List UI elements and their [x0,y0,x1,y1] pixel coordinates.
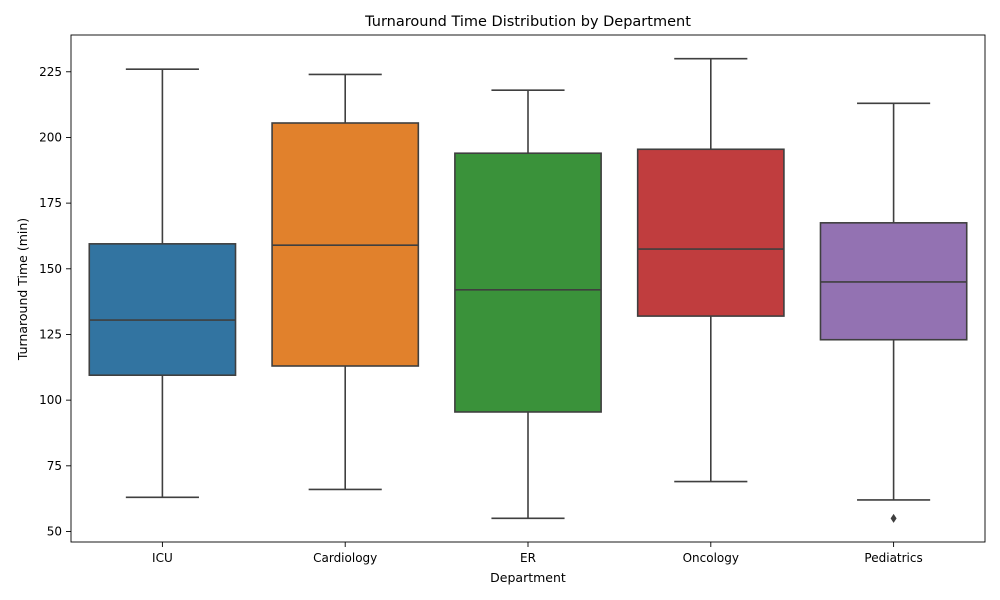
y-tick-label-175: 175 [39,196,62,210]
x-tick-label-pediatrics: Pediatrics [864,551,922,565]
x-tick-label-oncology: Oncology [683,551,739,565]
y-tick-label-200: 200 [39,130,62,144]
x-tick-label-cardiology: Cardiology [313,551,377,565]
x-axis-label: Department [490,570,566,585]
y-tick-label-75: 75 [47,459,62,473]
box-oncology [636,148,785,317]
y-tick-label-125: 125 [39,327,62,341]
box-icu [88,243,237,376]
x-tick-label-er: ER [520,551,536,565]
outlier-pediatrics-0 [890,513,897,523]
y-tick-label-50: 50 [47,524,62,538]
y-tick-label-100: 100 [39,393,62,407]
x-tick-label-icu: ICU [152,551,173,565]
y-axis-label: Turnaround Time (min) [15,218,30,361]
chart-title: Turnaround Time Distribution by Departme… [364,14,691,30]
box-er [454,152,602,413]
y-tick-label-150: 150 [39,262,62,276]
plot-frame [70,34,986,543]
plot-area: ICU Cardiology ER Oncology Pediatrics 50 75 100… [39,34,986,565]
y-tick-label-225: 225 [39,65,62,79]
